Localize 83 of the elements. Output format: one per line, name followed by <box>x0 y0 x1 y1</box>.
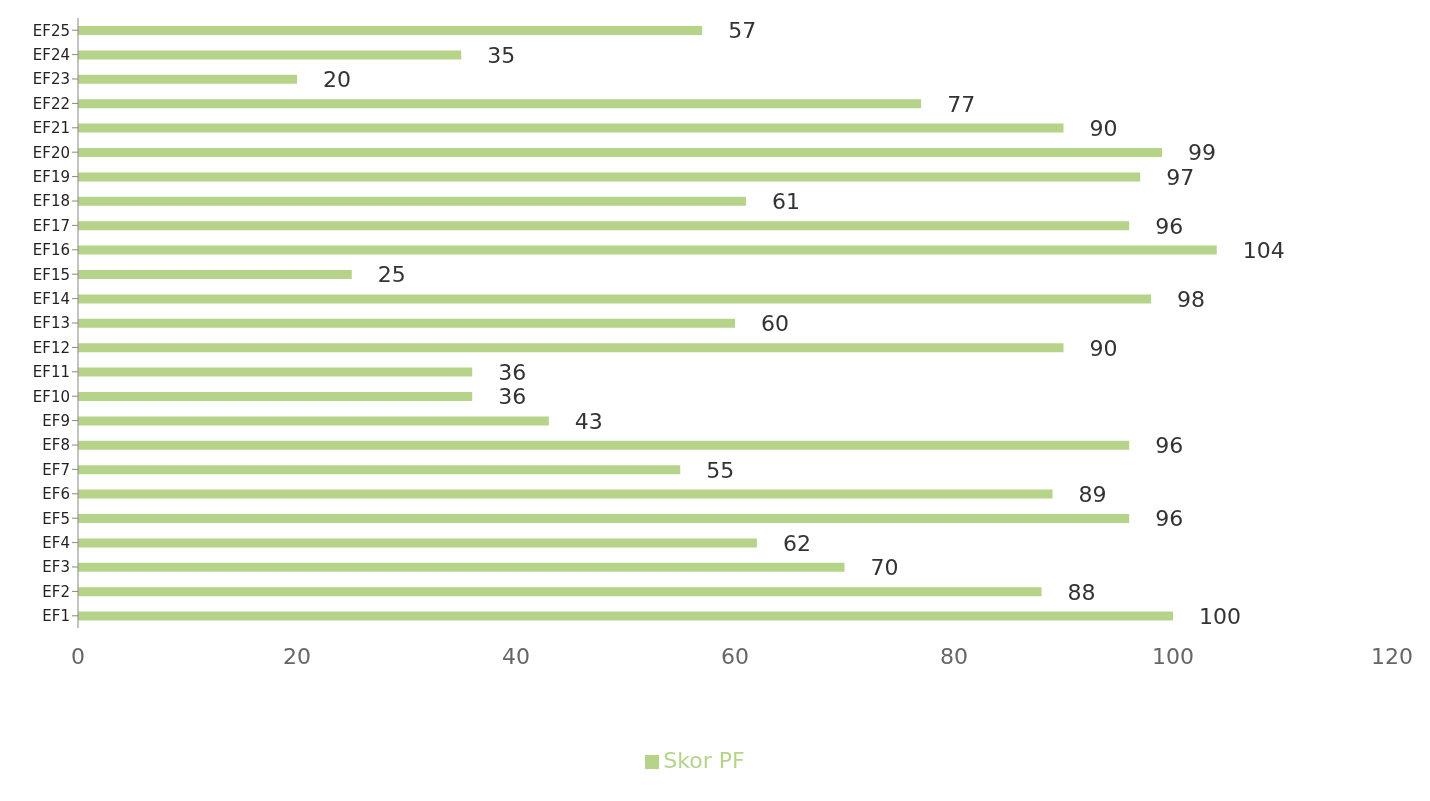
y-tick-label: EF16 <box>32 241 70 260</box>
data-label: 96 <box>1155 506 1184 532</box>
bar <box>78 318 735 328</box>
data-label: 35 <box>487 42 516 68</box>
data-label: 25 <box>377 262 406 288</box>
bar <box>78 196 746 206</box>
data-label: 104 <box>1242 237 1285 263</box>
data-label: 90 <box>1089 335 1118 361</box>
y-tick-label: EF25 <box>32 21 70 40</box>
bar <box>78 123 1064 133</box>
y-tick-label: EF17 <box>32 216 70 235</box>
bar <box>78 172 1141 182</box>
data-label: 100 <box>1199 603 1241 629</box>
y-tick-label: EF19 <box>32 167 70 186</box>
bar <box>78 392 473 401</box>
y-tick-label: EF11 <box>32 363 70 382</box>
y-tick-label: EF3 <box>42 558 70 577</box>
bar <box>78 514 1130 523</box>
y-tick-label: EF12 <box>32 338 70 357</box>
bar <box>78 245 1217 255</box>
data-label: 36 <box>498 359 527 385</box>
bar <box>78 587 1042 597</box>
data-label: 61 <box>771 189 800 215</box>
bar <box>78 343 1064 353</box>
y-tick-label: EF14 <box>32 289 70 308</box>
bar <box>78 294 1152 304</box>
y-tick-label: EF10 <box>32 387 70 406</box>
data-label: 70 <box>870 555 899 581</box>
y-tick-label: EF18 <box>32 192 70 211</box>
data-label: 77 <box>947 91 976 117</box>
y-tick-label: EF13 <box>32 314 70 333</box>
y-tick-label: EF8 <box>42 436 70 455</box>
y-tick-label: EF6 <box>42 485 70 504</box>
y-tick-label: EF15 <box>32 265 70 284</box>
data-label: 20 <box>323 67 351 93</box>
x-tick-label: 120 <box>1371 643 1413 669</box>
data-label: 90 <box>1089 115 1118 141</box>
y-tick-label: EF7 <box>42 460 70 479</box>
data-label: 96 <box>1155 433 1184 459</box>
bar <box>78 416 549 426</box>
data-label: 96 <box>1155 213 1184 239</box>
bar <box>78 270 352 279</box>
bar <box>78 611 1173 621</box>
x-tick-label: 60 <box>721 643 749 669</box>
data-label: 88 <box>1067 579 1096 605</box>
data-label: 98 <box>1177 286 1206 312</box>
bar <box>78 489 1053 499</box>
bar <box>78 538 757 548</box>
y-tick-label: EF20 <box>32 143 70 162</box>
bar <box>78 99 922 109</box>
data-label: 36 <box>498 384 527 410</box>
y-tick-label: EF4 <box>42 533 70 552</box>
bar <box>78 74 297 84</box>
y-tick-label: EF1 <box>42 607 70 626</box>
x-tick-label: 100 <box>1152 643 1194 669</box>
data-label: 62 <box>782 530 811 556</box>
bar <box>78 50 462 60</box>
x-tick-label: 80 <box>940 643 968 669</box>
y-tick-label: EF21 <box>32 119 70 138</box>
data-label: 55 <box>706 457 735 483</box>
data-label: 43 <box>574 408 603 434</box>
bar <box>78 221 1130 231</box>
data-label: 99 <box>1188 140 1217 166</box>
x-tick-label: 20 <box>283 643 311 669</box>
y-tick-label: EF24 <box>32 45 70 64</box>
data-label: 89 <box>1078 481 1107 507</box>
x-tick-label: 40 <box>502 643 530 669</box>
data-label: 60 <box>761 311 789 337</box>
y-tick-label: EF5 <box>42 509 70 528</box>
y-tick-label: EF9 <box>42 411 70 430</box>
bar <box>78 440 1130 450</box>
data-label: 57 <box>728 18 757 44</box>
data-label: 97 <box>1166 164 1195 190</box>
bar <box>78 148 1163 157</box>
bar <box>78 367 473 377</box>
bar <box>78 465 681 475</box>
bar <box>78 26 703 35</box>
y-tick-label: EF2 <box>42 582 70 601</box>
y-tick-label: EF23 <box>32 70 70 89</box>
legend-label: Skor PF <box>663 748 745 773</box>
bar <box>78 562 845 572</box>
x-tick-label: 0 <box>71 643 85 669</box>
y-tick-label: EF22 <box>32 94 70 113</box>
